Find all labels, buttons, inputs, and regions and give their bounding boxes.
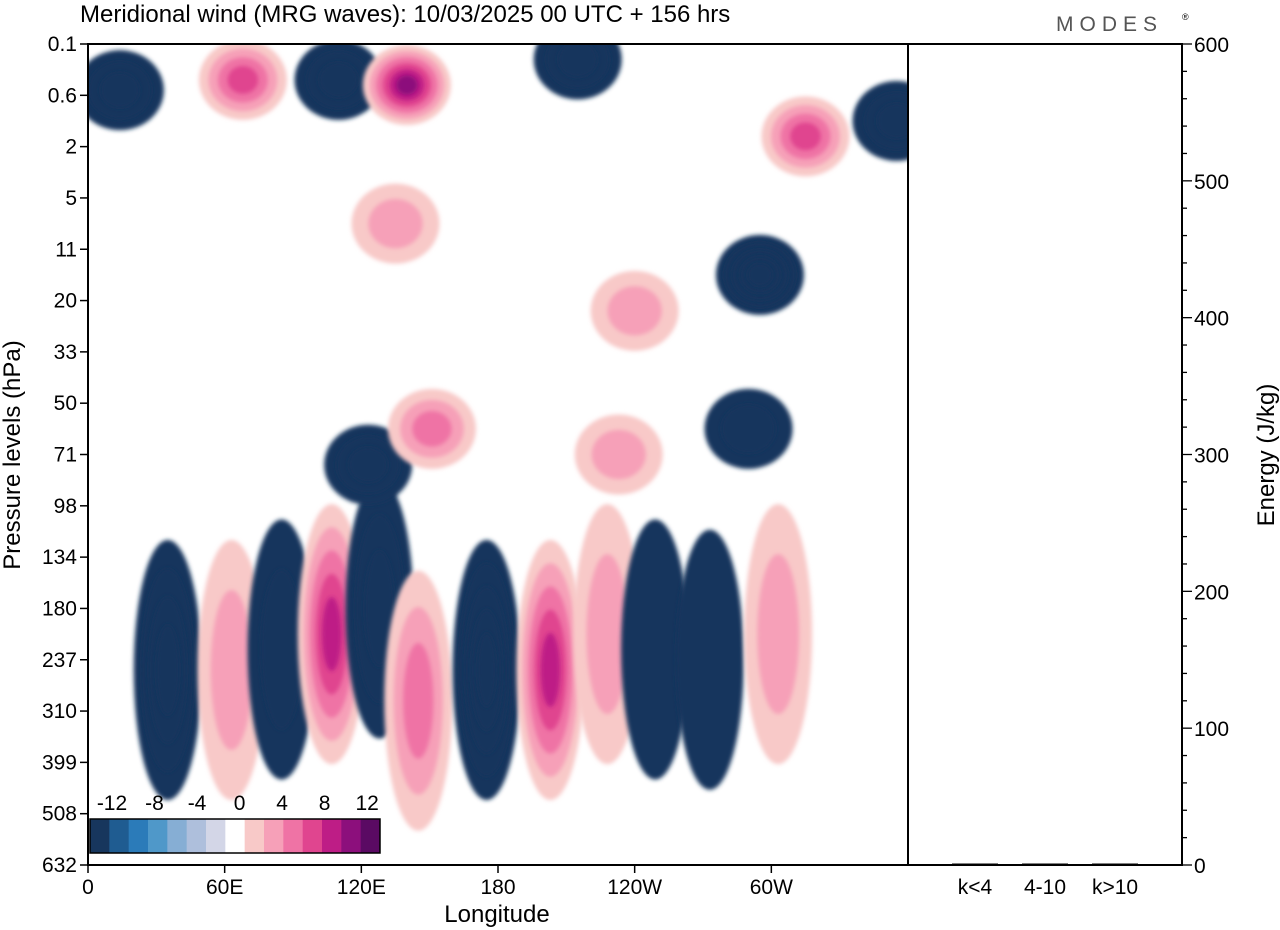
y-tick-label: 180 xyxy=(42,597,77,620)
contour-band xyxy=(675,529,744,790)
contour-band xyxy=(227,66,259,94)
colorbar-swatch xyxy=(360,819,381,853)
colorbar-swatch xyxy=(148,819,168,853)
y-tick-label: 5 xyxy=(65,187,77,210)
colorbar-label: 12 xyxy=(355,792,378,815)
colorbar-frame xyxy=(89,818,381,854)
contour-band xyxy=(396,75,418,95)
wind-field-contours xyxy=(88,44,908,831)
y-tick-label: 50 xyxy=(54,392,77,415)
energy-category-label: 4-10 xyxy=(1024,876,1066,899)
x-axis-label: Longitude xyxy=(444,901,549,928)
contour-band xyxy=(586,554,629,715)
contour-band xyxy=(155,624,180,716)
y-tick-label: 98 xyxy=(54,495,77,518)
contour-band xyxy=(877,103,908,139)
contour-band xyxy=(412,411,452,447)
contour-band xyxy=(790,122,821,151)
contour-band xyxy=(368,198,423,249)
energy-tick-label: 0 xyxy=(1194,855,1206,878)
colorbar-label: 4 xyxy=(276,792,288,815)
energy-tick-label: 400 xyxy=(1194,308,1229,331)
energy-axis-label: Energy (J/kg) xyxy=(1253,384,1280,527)
x-tick-label: 60W xyxy=(750,876,793,899)
contour-band xyxy=(210,590,253,751)
y-tick-label: 237 xyxy=(42,649,77,672)
y-tick-label: 0.6 xyxy=(48,84,77,107)
colorbar-swatch xyxy=(167,819,188,853)
colorbar-swatch xyxy=(322,819,342,853)
contour-band xyxy=(747,263,773,287)
colorbar-label: -4 xyxy=(188,792,207,815)
energy-tick-label: 500 xyxy=(1194,171,1229,194)
energy-axis: 0 100 200 300 400 500 600 xyxy=(1182,34,1229,878)
energy-plot-frame xyxy=(907,43,1183,866)
contour-band xyxy=(591,429,646,480)
energy-bar xyxy=(1092,863,1138,865)
energy-tick-label: 600 xyxy=(1194,34,1229,57)
contour-band xyxy=(403,643,434,759)
colorbar-swatch xyxy=(128,819,149,853)
colorbar-label: -12 xyxy=(97,792,127,815)
contour-band xyxy=(322,596,342,672)
y-tick-label: 71 xyxy=(54,444,77,467)
y-tick-label: 2 xyxy=(65,136,77,159)
colorbar-label: 0 xyxy=(234,792,246,815)
pressure-axis: 0.1 0.6 2 5 11 20 33 50 71 98 134 180 237 310 399 508 63… xyxy=(42,33,88,877)
contour-band xyxy=(607,286,662,336)
colorbar-swatch xyxy=(244,819,265,853)
contour-band xyxy=(348,446,388,483)
energy-bar xyxy=(1022,863,1068,865)
y-tick-label: 0.1 xyxy=(48,33,77,56)
energy-bars: k<4 4-10 k>10 xyxy=(952,863,1138,899)
energy-tick-label: 100 xyxy=(1194,718,1229,741)
brand-registered-mark: ® xyxy=(1182,12,1189,22)
x-tick-label: 0 xyxy=(82,876,94,899)
colorbar-label: 8 xyxy=(319,792,331,815)
brand-logo: MODES xyxy=(1056,13,1163,36)
y-tick-label: 33 xyxy=(54,341,77,364)
colorbar-swatch xyxy=(341,819,362,853)
y-tick-label: 11 xyxy=(55,238,77,261)
chart-title: Meridional wind (MRG waves): 10/03/2025 … xyxy=(80,1,730,28)
y-axis-label: Pressure levels (hPa) xyxy=(0,340,26,569)
colorbar-swatch xyxy=(109,819,130,853)
x-tick-label: 120E xyxy=(337,876,386,899)
energy-bar xyxy=(952,863,998,865)
colorbar-swatch xyxy=(225,819,246,853)
energy-tick-label: 300 xyxy=(1194,445,1229,468)
colorbar-label: -8 xyxy=(145,792,164,815)
x-tick-label: 180 xyxy=(480,876,515,899)
y-tick-label: 508 xyxy=(42,803,77,826)
longitude-axis: 0 60E 120E 180 120W 60W xyxy=(82,865,793,899)
y-tick-label: 310 xyxy=(42,700,77,723)
colorbar-swatch xyxy=(302,819,323,853)
contour-band xyxy=(721,404,776,454)
contour-band xyxy=(621,519,690,780)
y-tick-label: 20 xyxy=(54,290,77,313)
contour-band xyxy=(757,554,800,715)
contour-band xyxy=(476,632,497,708)
colorbar-swatch xyxy=(206,819,226,853)
y-tick-label: 399 xyxy=(42,751,77,774)
contour-band xyxy=(100,72,140,108)
x-tick-label: 60E xyxy=(206,876,243,899)
contour-band xyxy=(260,569,303,730)
contour-band xyxy=(540,632,561,708)
energy-category-label: k<4 xyxy=(958,876,993,899)
colorbar-swatch xyxy=(264,819,284,853)
energy-tick-label: 200 xyxy=(1194,581,1229,604)
y-tick-label: 632 xyxy=(42,854,77,877)
colorbar-swatch xyxy=(90,819,110,853)
x-tick-label: 120W xyxy=(607,876,662,899)
y-tick-label: 134 xyxy=(42,546,77,569)
colorbar-legend: -12 -8 -4 0 4 8 12 xyxy=(89,792,381,854)
colorbar-swatch xyxy=(186,819,207,853)
energy-category-label: k>10 xyxy=(1092,876,1138,899)
contour-band xyxy=(558,44,598,78)
contour-band xyxy=(318,62,359,98)
colorbar-swatch xyxy=(283,819,304,853)
contour-band xyxy=(364,550,395,667)
